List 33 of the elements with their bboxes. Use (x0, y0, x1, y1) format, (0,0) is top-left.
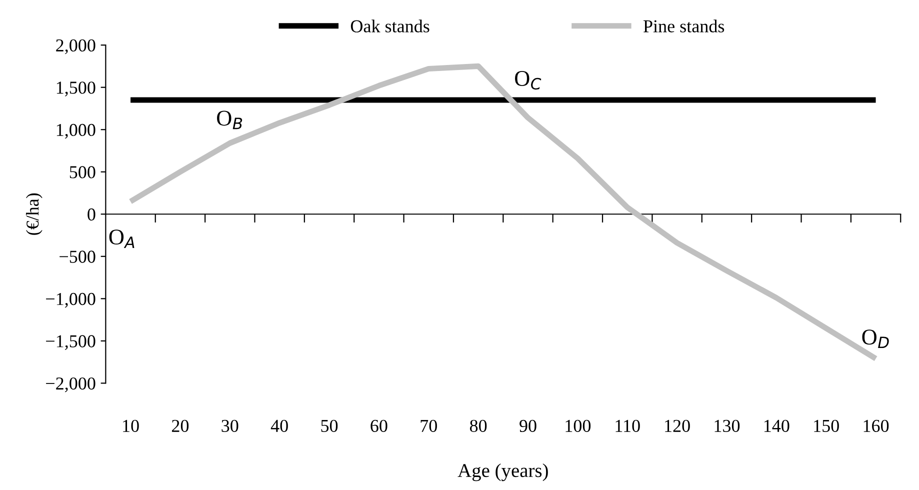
y-tick-label: −1,500 (46, 335, 96, 350)
x-tick-label: 140 (764, 420, 790, 432)
y-tick-label: 1,500 (56, 82, 96, 96)
x-tick-label: 150 (814, 420, 839, 432)
y-tick-label: −1,000 (46, 292, 96, 308)
legend-label: Oak stands (350, 20, 430, 32)
x-tick-label: 30 (222, 420, 238, 432)
x-axis-title: Age (years) (458, 463, 548, 482)
annotation: O$_{C}$ (515, 71, 542, 90)
y-tick-label: 1,000 (56, 124, 96, 139)
x-tick-label: 110 (616, 420, 640, 432)
x-tick-label: 160 (864, 420, 889, 432)
x-tick-label: 80 (470, 420, 487, 432)
x-tick-label: 40 (270, 420, 288, 432)
annotation: O$_{B}$ (217, 110, 242, 130)
y-tick-label: −2,000 (46, 377, 96, 392)
x-tick-label: 20 (172, 420, 189, 432)
x-tick-label: 120 (665, 420, 690, 432)
annotation: O$_{D}$ (862, 330, 889, 348)
x-tick-label: 70 (420, 420, 437, 432)
legend-label: Pine stands (643, 20, 724, 32)
y-axis-title: (€/ha) (26, 193, 42, 235)
y-tick-label: 2,000 (56, 39, 96, 54)
x-tick-label: 60 (370, 420, 388, 432)
y-tick-label: 500 (70, 166, 96, 178)
y-tick-label: −500 (60, 250, 96, 263)
x-tick-label: 130 (714, 420, 740, 432)
x-tick-label: 10 (123, 420, 139, 432)
annotation: O$_{A}$ (109, 230, 134, 248)
x-tick-label: 90 (520, 420, 536, 432)
x-tick-label: 100 (566, 420, 591, 432)
x-tick-label: 50 (321, 420, 338, 432)
y-tick-label: 0 (88, 208, 96, 221)
